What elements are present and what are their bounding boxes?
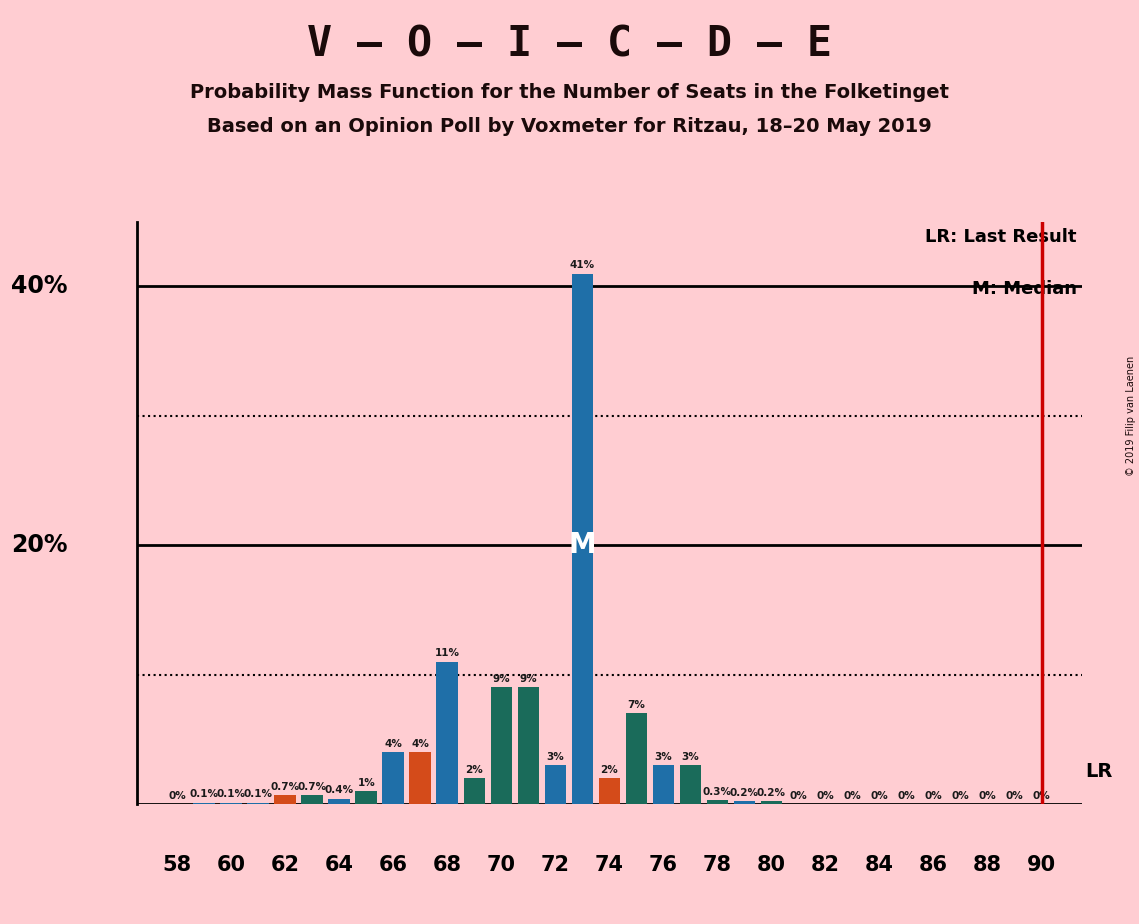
Text: 11%: 11% xyxy=(435,649,460,658)
Text: 41%: 41% xyxy=(570,261,595,270)
Text: © 2019 Filip van Laenen: © 2019 Filip van Laenen xyxy=(1126,356,1136,476)
Text: 3%: 3% xyxy=(681,752,699,761)
Text: 1%: 1% xyxy=(358,778,375,787)
Bar xyxy=(464,778,485,804)
Text: 70: 70 xyxy=(486,855,516,875)
Bar xyxy=(328,798,350,804)
Text: 9%: 9% xyxy=(492,675,510,684)
Text: 4%: 4% xyxy=(384,739,402,748)
Text: LR: LR xyxy=(1084,762,1112,781)
Text: LR: Last Result: LR: Last Result xyxy=(925,228,1076,246)
Text: 68: 68 xyxy=(433,855,461,875)
Text: 58: 58 xyxy=(163,855,191,875)
Bar xyxy=(680,765,702,804)
Text: 90: 90 xyxy=(1027,855,1056,875)
Bar xyxy=(221,803,241,804)
Text: Based on an Opinion Poll by Voxmeter for Ritzau, 18–20 May 2019: Based on an Opinion Poll by Voxmeter for… xyxy=(207,117,932,137)
Text: 3%: 3% xyxy=(655,752,672,761)
Bar xyxy=(302,795,323,804)
Text: 0%: 0% xyxy=(1033,791,1050,800)
Bar xyxy=(517,687,539,804)
Bar xyxy=(247,803,269,804)
Text: 62: 62 xyxy=(271,855,300,875)
Text: 72: 72 xyxy=(541,855,570,875)
Text: V – O – I – C – D – E: V – O – I – C – D – E xyxy=(308,23,831,65)
Text: 80: 80 xyxy=(757,855,786,875)
Text: 0.1%: 0.1% xyxy=(190,789,219,799)
Text: 3%: 3% xyxy=(547,752,564,761)
Text: Probability Mass Function for the Number of Seats in the Folketinget: Probability Mass Function for the Number… xyxy=(190,83,949,103)
Text: 76: 76 xyxy=(649,855,678,875)
Bar xyxy=(194,803,215,804)
Bar xyxy=(572,274,593,804)
Bar xyxy=(599,778,620,804)
Text: 0.4%: 0.4% xyxy=(325,785,354,796)
Text: 0.1%: 0.1% xyxy=(216,789,246,799)
Text: 0%: 0% xyxy=(951,791,969,800)
Text: 7%: 7% xyxy=(628,700,646,710)
Bar xyxy=(734,801,755,804)
Text: 9%: 9% xyxy=(519,675,538,684)
Text: 84: 84 xyxy=(865,855,894,875)
Text: M: M xyxy=(568,531,596,559)
Text: 20%: 20% xyxy=(11,533,68,557)
Text: 74: 74 xyxy=(595,855,624,875)
Text: 2%: 2% xyxy=(600,765,618,774)
Text: 60: 60 xyxy=(216,855,246,875)
Text: 0%: 0% xyxy=(817,791,835,800)
Text: 86: 86 xyxy=(919,855,948,875)
Bar xyxy=(491,687,513,804)
Bar xyxy=(355,791,377,804)
Text: 0.2%: 0.2% xyxy=(757,788,786,798)
Text: 0%: 0% xyxy=(169,791,186,800)
Bar xyxy=(410,752,431,804)
Text: 2%: 2% xyxy=(466,765,483,774)
Text: 82: 82 xyxy=(811,855,839,875)
Text: 0.7%: 0.7% xyxy=(297,782,327,792)
Bar xyxy=(625,713,647,804)
Bar xyxy=(383,752,404,804)
Text: 64: 64 xyxy=(325,855,354,875)
Text: 0%: 0% xyxy=(898,791,916,800)
Text: 0%: 0% xyxy=(789,791,808,800)
Text: 4%: 4% xyxy=(411,739,429,748)
Text: 0%: 0% xyxy=(978,791,997,800)
Bar xyxy=(274,795,296,804)
Bar xyxy=(653,765,674,804)
Text: 0.2%: 0.2% xyxy=(730,788,759,798)
Text: 88: 88 xyxy=(973,855,1002,875)
Bar xyxy=(706,800,728,804)
Text: 40%: 40% xyxy=(11,274,68,298)
Bar xyxy=(436,662,458,804)
Text: 0%: 0% xyxy=(1006,791,1024,800)
Text: 0.1%: 0.1% xyxy=(244,789,272,799)
Text: 0%: 0% xyxy=(925,791,942,800)
Text: 0.7%: 0.7% xyxy=(271,782,300,792)
Text: 0%: 0% xyxy=(844,791,861,800)
Text: 0.3%: 0.3% xyxy=(703,786,732,796)
Bar xyxy=(761,801,782,804)
Text: 66: 66 xyxy=(379,855,408,875)
Text: 0%: 0% xyxy=(870,791,888,800)
Bar xyxy=(544,765,566,804)
Text: 78: 78 xyxy=(703,855,732,875)
Text: M: Median: M: Median xyxy=(972,280,1076,298)
